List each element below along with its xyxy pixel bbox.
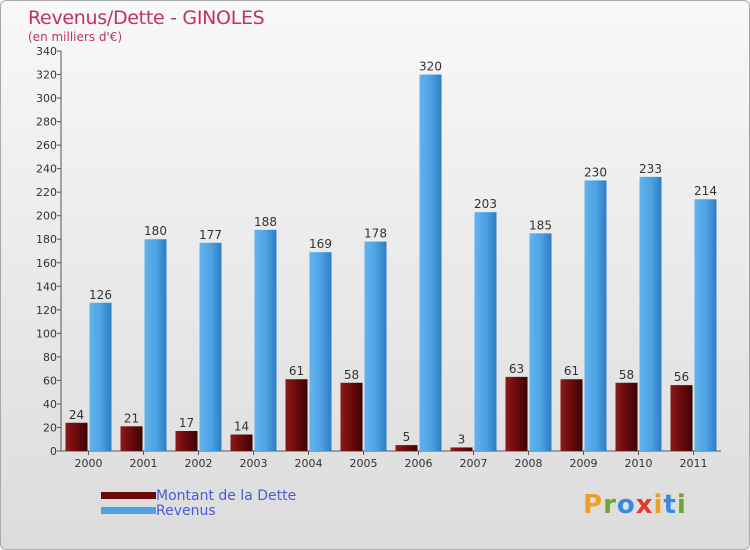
legend-swatch-revenus: [101, 507, 156, 514]
bar-revenus: [694, 199, 717, 451]
bar-dette: [285, 379, 308, 451]
data-label-revenus: 126: [89, 288, 112, 302]
y-tick-label: 0: [50, 445, 57, 458]
bar-revenus: [199, 242, 222, 451]
bar-revenus: [639, 176, 662, 451]
data-label-dette: 17: [179, 416, 194, 430]
data-label-dette: 63: [509, 362, 524, 376]
bar-revenus: [364, 241, 387, 451]
data-label-dette: 21: [124, 411, 139, 425]
data-label-revenus: 233: [639, 162, 662, 176]
bar-dette: [65, 422, 88, 451]
bar-dette: [505, 376, 528, 451]
data-label-revenus: 203: [474, 197, 497, 211]
logo-letter: o: [616, 490, 636, 520]
x-tick-label: 2001: [130, 457, 158, 470]
x-tick-label: 2006: [405, 457, 433, 470]
bar-revenus: [309, 252, 332, 451]
bar-revenus: [254, 229, 277, 451]
data-label-revenus: 169: [309, 237, 332, 251]
x-tick-label: 2010: [625, 457, 653, 470]
data-label-revenus: 230: [584, 165, 607, 179]
y-tick-label: 240: [36, 163, 57, 176]
data-label-dette: 58: [344, 368, 359, 382]
proxiti-logo: Proxiti: [583, 490, 687, 520]
data-label-dette: 56: [674, 370, 689, 384]
y-tick-label: 200: [36, 210, 57, 223]
x-tick-label: 2002: [185, 457, 213, 470]
bar-revenus: [419, 74, 442, 451]
logo-letter: P: [583, 490, 604, 520]
legend-item-debt: Montant de la Dette: [101, 487, 297, 504]
chart-subtitle: (en milliers d'€): [28, 30, 123, 44]
y-tick-label: 80: [43, 351, 57, 364]
bar-revenus: [144, 239, 167, 451]
y-tick-label: 120: [36, 304, 57, 317]
legend: Montant de la Dette Revenus: [101, 487, 297, 519]
data-label-dette: 58: [619, 368, 634, 382]
data-label-revenus: 178: [364, 227, 387, 241]
bar-dette: [450, 447, 473, 451]
bar-revenus: [89, 302, 112, 451]
legend-swatch-debt: [101, 492, 156, 499]
bar-dette: [340, 382, 363, 451]
legend-label-revenus: Revenus: [156, 502, 216, 519]
bar-dette: [230, 434, 253, 451]
bar-revenus: [474, 212, 497, 451]
y-tick-label: 140: [36, 280, 57, 293]
data-label-dette: 24: [69, 408, 84, 422]
x-tick-label: 2009: [570, 457, 598, 470]
logo-letter: x: [635, 490, 654, 520]
y-tick-label: 300: [36, 92, 57, 105]
y-tick-label: 280: [36, 116, 57, 129]
data-label-revenus: 180: [144, 224, 167, 238]
data-label-dette: 61: [564, 364, 579, 378]
data-label-dette: 14: [234, 420, 249, 434]
bar-revenus: [584, 180, 607, 452]
data-label-revenus: 188: [254, 215, 277, 229]
bar-dette: [175, 431, 198, 451]
legend-label-debt: Montant de la Dette: [156, 487, 297, 504]
y-tick-label: 20: [43, 421, 57, 434]
data-label-dette: 5: [403, 430, 411, 444]
y-tick-label: 160: [36, 257, 57, 270]
logo-letter: i: [653, 490, 664, 520]
y-tick-label: 260: [36, 139, 57, 152]
bar-dette: [560, 379, 583, 451]
legend-item-revenus: Revenus: [101, 502, 296, 519]
logo-letter: i: [676, 490, 687, 520]
data-label-dette: 3: [458, 432, 466, 446]
y-tick-label: 100: [36, 327, 57, 340]
data-label-revenus: 320: [419, 60, 442, 74]
y-tick-label: 320: [36, 69, 57, 82]
x-tick-label: 2005: [350, 457, 378, 470]
data-label-revenus: 177: [199, 228, 222, 242]
x-tick-label: 2000: [75, 457, 103, 470]
bar-dette: [120, 426, 143, 451]
bar-dette: [395, 445, 418, 451]
bar-dette: [670, 385, 693, 451]
y-tick-label: 340: [36, 45, 57, 58]
y-tick-label: 180: [36, 233, 57, 246]
data-label-dette: 61: [289, 364, 304, 378]
x-tick-label: 2008: [515, 457, 543, 470]
bar-dette: [615, 382, 638, 451]
logo-letter: t: [663, 490, 677, 520]
y-tick-label: 40: [43, 398, 57, 411]
x-tick-label: 2004: [295, 457, 323, 470]
y-tick-label: 220: [36, 186, 57, 199]
x-tick-label: 2007: [460, 457, 488, 470]
y-tick-label: 60: [43, 374, 57, 387]
logo-letter: r: [603, 490, 617, 520]
bar-revenus: [529, 233, 552, 451]
x-tick-label: 2011: [680, 457, 708, 470]
chart-title: Revenus/Dette - GINOLES: [28, 7, 265, 29]
data-label-revenus: 185: [529, 218, 552, 232]
x-tick-label: 2003: [240, 457, 268, 470]
data-label-revenus: 214: [694, 184, 717, 198]
